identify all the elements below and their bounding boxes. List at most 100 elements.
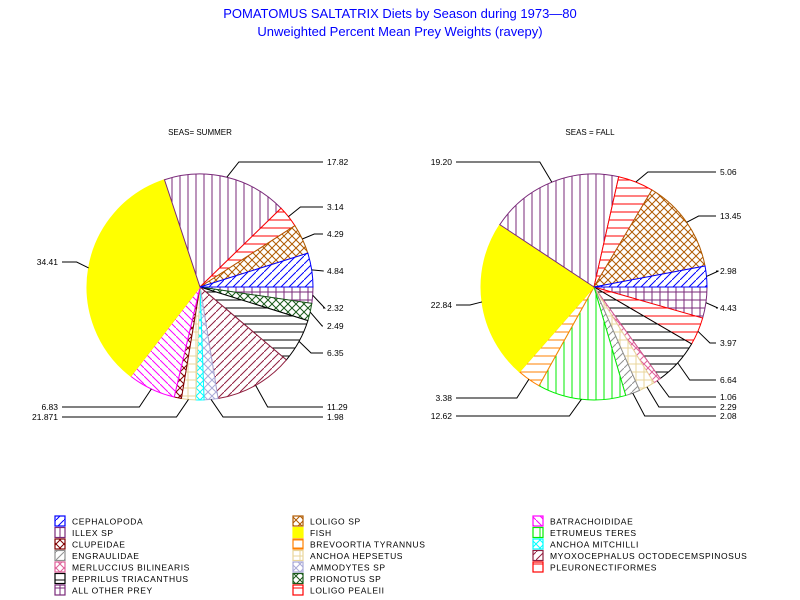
legend-item-engraulidae: ENGRAULIDAE <box>54 549 140 562</box>
slice-label: 6.35 <box>327 348 344 358</box>
legend-swatch <box>292 561 304 573</box>
legend-label: BREVOORTIA TYRANNUS <box>310 540 425 550</box>
slice-label: 21.871 <box>32 412 58 422</box>
slice-label: 17.82 <box>327 157 349 167</box>
legend-swatch <box>532 515 544 527</box>
slice-label: 2.49 <box>327 321 344 331</box>
legend-label: ENGRAULIDAE <box>72 551 140 561</box>
leader-line <box>635 171 716 183</box>
leader-line <box>62 261 89 269</box>
leader-line <box>697 330 716 344</box>
legend-item-etrumeus: ETRUMEUS TERES <box>532 526 636 539</box>
leader-line <box>309 311 323 327</box>
legend-swatch <box>54 572 66 585</box>
legend-swatch <box>292 549 304 562</box>
legend-label: AMMODYTES SP <box>310 563 386 573</box>
pie-slice-etrumeus <box>538 285 627 401</box>
pie-fall: SEAS = FALL 4.43 3.97 6.64 1.062.292.08 12.62… <box>431 128 742 421</box>
legend-label: CLUPEIDAE <box>72 540 126 550</box>
legend-swatch <box>54 515 66 527</box>
leader-line <box>456 379 530 399</box>
legend-item-mitchilli: ANCHOA MITCHILLI <box>532 538 639 550</box>
legend-item-allother: ALL OTHER PREY <box>54 584 153 596</box>
legend-label: PLEURONECTIFORMES <box>550 563 657 573</box>
leader-line <box>312 294 326 309</box>
legend-item-cephalopoda: CEPHALOPODA <box>54 515 143 527</box>
leader-line <box>632 392 716 417</box>
slice-label: 5.06 <box>720 167 737 177</box>
leader-line <box>456 301 483 306</box>
leader-line <box>311 269 324 272</box>
legend-label: PRIONOTUS SP <box>310 574 381 584</box>
legend-swatch <box>54 526 66 539</box>
legend-swatch <box>532 549 544 562</box>
pie-summer: SEAS= SUMMER 2.32 2.49 6.35 11.291.98 21.8716… <box>32 128 349 422</box>
leader-line <box>706 270 719 277</box>
legend-swatch <box>532 538 544 550</box>
legend-item-hepsetus: ANCHOA HEPSETUS <box>292 549 403 562</box>
slice-label: 2.29 <box>720 402 737 412</box>
slice-label: 22.84 <box>431 300 453 310</box>
slice-label: 34.41 <box>37 257 59 267</box>
slice-label: 3.14 <box>327 202 344 212</box>
leader-line <box>226 161 323 178</box>
slice-label: 6.83 <box>41 402 58 412</box>
leader-line <box>288 206 323 218</box>
chart-title-line2: Unweighted Percent Mean Prey Weights (ra… <box>257 24 542 39</box>
legend-item-prionotus: PRIONOTUS SP <box>292 572 381 585</box>
slice-label: 2.98 <box>720 266 737 276</box>
slice-label: 1.06 <box>720 392 737 402</box>
leader-line <box>210 399 323 418</box>
pie-slice-loligosp <box>593 189 706 288</box>
legend-item-pleuro: PLEURONECTIFORMES <box>532 561 657 573</box>
legend-label: ANCHOA HEPSETUS <box>310 551 403 561</box>
slice-label: 11.29 <box>327 402 348 412</box>
legend-label: MYOXOCEPHALUS OCTODECEMSPINOSUS <box>550 551 747 561</box>
pie-title: SEAS = FALL <box>565 128 615 137</box>
slice-label: 1.98 <box>327 412 344 422</box>
leader-line <box>62 399 189 418</box>
legend-swatch <box>292 538 304 550</box>
slice-label: 13.45 <box>720 211 742 221</box>
leader-line <box>656 380 716 398</box>
legend-swatch <box>54 549 66 562</box>
slice-label: 2.08 <box>720 411 737 421</box>
legend-swatch <box>54 561 66 573</box>
legend-label: ALL OTHER PREY <box>72 586 153 596</box>
leader-line <box>456 161 553 183</box>
leader-line <box>456 399 582 417</box>
legend-item-ammodytes: AMMODYTES SP <box>292 561 386 573</box>
slice-label: 4.43 <box>720 303 737 313</box>
legend-swatch <box>532 561 544 573</box>
leader-line <box>677 362 716 381</box>
legend-item-illex: ILLEX SP <box>54 526 113 539</box>
legend-label: PEPRILUS TRIACANTHUS <box>72 574 189 584</box>
legend-item-loligosp: LOLIGO SP <box>292 515 360 527</box>
legend-item-pealeii: LOLIGO PEALEII <box>292 584 384 596</box>
legend-label: MERLUCCIUS BILINEARIS <box>72 563 190 573</box>
legend-swatch <box>54 538 66 550</box>
leader-line <box>302 233 323 240</box>
leader-line <box>646 386 716 408</box>
pie-slice-fish <box>86 179 201 377</box>
slice-label: 2.32 <box>327 303 344 313</box>
leader-line <box>705 302 719 309</box>
slice-label: 4.84 <box>327 266 344 276</box>
legend-swatch <box>292 572 304 585</box>
legend-swatch <box>532 526 544 539</box>
pie-slice-illex <box>163 173 282 288</box>
slice-label: 3.97 <box>720 338 737 348</box>
slice-label: 3.38 <box>435 393 452 403</box>
leader-line <box>298 340 323 354</box>
legend-item-fish: FISH <box>292 526 332 539</box>
legend-label: CEPHALOPODA <box>72 517 143 527</box>
legend-item-batrach: BATRACHOIDIDAE <box>532 515 633 527</box>
legend-item-myoxo: MYOXOCEPHALUS OCTODECEMSPINOSUS <box>532 549 747 562</box>
legend-item-peprilus: PEPRILUS TRIACANTHUS <box>54 572 189 585</box>
leader-line <box>255 385 323 408</box>
legend-item-brevoortia: BREVOORTIA TYRANNUS <box>292 538 425 550</box>
legend-label: FISH <box>310 528 332 538</box>
legend-label: ANCHOA MITCHILLI <box>550 540 639 550</box>
